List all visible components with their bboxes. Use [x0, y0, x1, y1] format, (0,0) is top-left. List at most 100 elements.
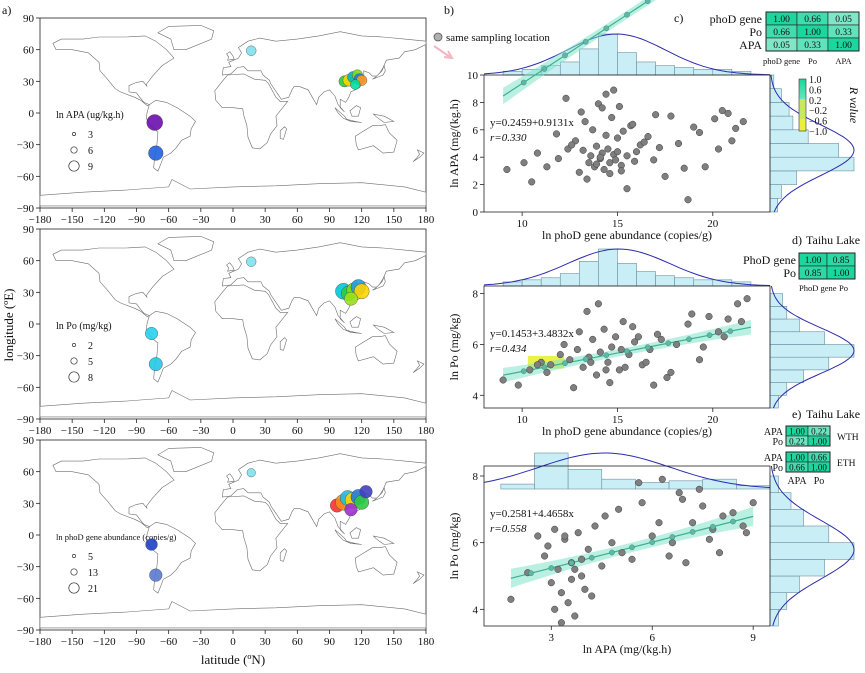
scatter-point — [587, 152, 595, 160]
map-sample-point — [145, 327, 158, 340]
scatter-point — [615, 102, 623, 111]
scatter-point — [701, 163, 709, 171]
scatter-point — [689, 519, 697, 527]
map-legend-value: 2 — [88, 341, 93, 352]
top-histogram-bar — [702, 478, 737, 490]
top-histogram-bar — [655, 65, 675, 76]
colorbar-segment — [799, 97, 806, 100]
scatter-point — [629, 120, 637, 128]
scatter-point — [583, 307, 591, 315]
scatter-point — [604, 145, 612, 153]
land-australia — [354, 546, 398, 576]
scatter-point — [663, 373, 671, 382]
right-histogram-bar — [769, 525, 830, 543]
map-x-tick-label: 0 — [230, 214, 236, 226]
heatmap-cell-value: 1.00 — [789, 427, 805, 437]
map-x-tick-label: −90 — [128, 425, 146, 437]
right-histogram-bar — [769, 331, 825, 345]
scatter-point — [587, 358, 595, 366]
x-axis-label: ln APA (mg/(kg.h) — [583, 642, 672, 656]
land-uk — [226, 262, 235, 272]
y-axis-label: ln APA (mg/(kg.h) — [447, 99, 461, 188]
scatter-point — [600, 165, 608, 174]
heatmap-cell-value: 0.85 — [833, 256, 850, 266]
fit-marker-point — [710, 523, 716, 530]
scatter-point — [556, 351, 564, 359]
scatter-point — [668, 539, 676, 547]
colorbar-tick-label: 0.6 — [809, 85, 822, 96]
fit-marker-point — [528, 570, 534, 577]
colorbar-segment — [799, 89, 806, 92]
scatter-point — [544, 542, 552, 550]
scatter-point — [661, 172, 669, 180]
scatter-point — [699, 343, 707, 351]
scatter-point — [578, 555, 586, 563]
map-x-tick-label: −120 — [93, 425, 116, 437]
same-location-legend: same sampling location — [433, 32, 550, 60]
map-sample-point — [344, 503, 358, 517]
scatter-point — [592, 160, 601, 168]
colorbar-tick-label: −0.6 — [809, 117, 827, 128]
scatter-point — [541, 552, 549, 560]
map-panel: −180 −150 −120 −90 −60 −30 0 30 60 90 120 150 180 90 6… — [17, 435, 435, 648]
map-legend-value: 13 — [88, 568, 98, 579]
y-tick-label: 4 — [473, 604, 479, 616]
heatmap-cell-value: 1.00 — [811, 437, 827, 447]
top-histogram-bar — [579, 261, 599, 287]
scatter-point — [749, 499, 757, 507]
scatter-point — [606, 170, 614, 178]
fit-marker-point — [624, 348, 630, 355]
map-y-tick-label: 0 — [29, 319, 35, 331]
scatter-point — [655, 519, 663, 527]
scatter-point — [579, 146, 587, 154]
right-histogram-bar — [769, 369, 804, 383]
x-tick-label: 20 — [707, 218, 719, 230]
land-antarctica — [39, 390, 427, 418]
scatter-point — [742, 529, 750, 537]
map-legend-title: ln Po (mg/kg) — [56, 321, 112, 332]
map-legend-title: ln phoD gene abundance (copies/g) — [56, 532, 177, 542]
map-x-tick-label: −180 — [29, 214, 52, 226]
scatter-point — [634, 333, 642, 341]
top-histogram-bar — [598, 33, 618, 76]
scatter-point — [657, 335, 665, 343]
scatter-point — [601, 512, 609, 520]
scatter-point — [596, 348, 604, 356]
land-antarctica — [39, 601, 427, 629]
scatter-point — [592, 371, 601, 379]
heatmap-cell-value: 1.00 — [773, 15, 790, 25]
top-histogram-bar — [521, 279, 542, 287]
heatmap-row-label: APA — [764, 453, 784, 464]
map-x-tick-label: −90 — [128, 214, 146, 226]
heatmap-row-label: APA — [739, 38, 762, 52]
heatmap-border — [798, 252, 856, 280]
y-tick-label: 0 — [473, 207, 479, 219]
land-africa — [214, 495, 289, 572]
map-y-tick-label: −30 — [17, 140, 35, 152]
map-y-tick-label: −60 — [17, 593, 35, 605]
scatter-point — [567, 575, 576, 583]
scatter-point — [695, 356, 704, 364]
land-australia — [354, 335, 398, 365]
map-sample-point — [246, 468, 256, 478]
scatter-point — [719, 512, 727, 520]
land-borneo — [349, 527, 361, 539]
colorbar-segment — [799, 99, 806, 102]
scatter-point — [729, 509, 737, 517]
colorbar-tick-label: −0.2 — [809, 106, 827, 117]
scatter-point — [642, 358, 650, 366]
map-x-tick-label: 120 — [353, 214, 370, 226]
right-histogram-bar — [769, 143, 840, 158]
fit-marker-point — [548, 565, 555, 571]
scatter-point — [566, 356, 574, 364]
fit-marker-point — [727, 328, 734, 335]
y-tick-label: 4 — [473, 152, 479, 164]
map-sample-point — [359, 485, 373, 499]
scatter-point — [554, 565, 562, 573]
heatmap-cell-value: 0.85 — [805, 269, 822, 279]
land-japan — [372, 64, 386, 80]
x-tick-label: 6 — [649, 632, 655, 644]
map-x-tick-label: 0 — [230, 425, 236, 437]
heatmap-cell-value: 0.33 — [835, 28, 852, 38]
map-sample-point — [344, 291, 358, 306]
